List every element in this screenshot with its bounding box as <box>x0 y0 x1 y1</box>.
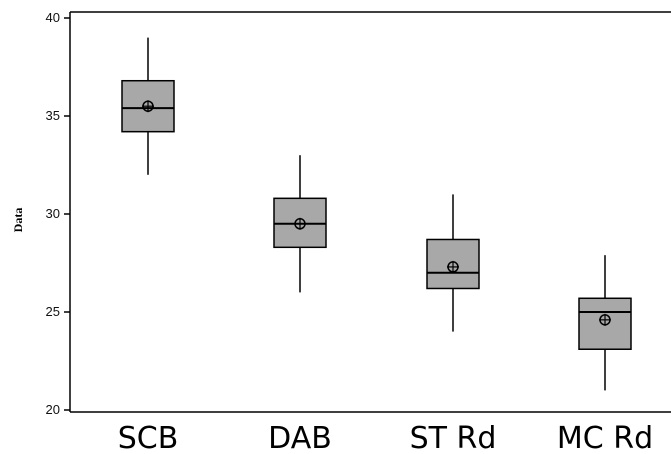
category-labels: SCB DAB ST Rd MC Rd <box>118 421 653 454</box>
category-label: ST Rd <box>410 421 497 454</box>
y-tick-label: 25 <box>46 304 60 319</box>
box-scb <box>121 37 175 175</box>
y-tick-label: 30 <box>46 206 60 221</box>
axes <box>69 11 671 413</box>
box-series <box>121 37 632 391</box>
box-mc-rd <box>578 255 632 391</box>
y-tick-label: 35 <box>46 108 60 123</box>
y-tick-label: 20 <box>46 402 60 417</box>
box-dab <box>273 155 327 293</box>
category-label: SCB <box>118 421 179 454</box>
box-st-rd <box>426 194 480 332</box>
category-label: DAB <box>268 421 332 454</box>
y-ticks: 20 25 30 35 40 <box>46 10 70 417</box>
y-tick-label: 40 <box>46 10 60 25</box>
category-label: MC Rd <box>557 421 653 454</box>
y-axis-title: Data <box>11 208 25 233</box>
